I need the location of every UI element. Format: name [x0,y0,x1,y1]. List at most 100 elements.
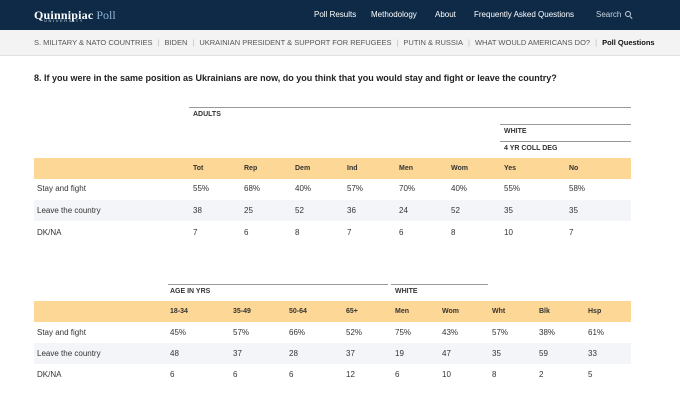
cell: 55% [504,184,521,193]
col-header: Men [399,165,413,172]
col-header: Men [395,308,409,315]
cell: 68% [244,184,261,193]
col-header: Wom [451,165,468,172]
row-label: Leave the country [37,349,101,358]
nav-poll-results[interactable]: Poll Results [314,10,357,19]
cell: 59 [539,349,548,358]
subnav-poll-questions[interactable]: Poll Questions [602,38,655,47]
cell: 52 [295,206,304,215]
cell: 24 [399,206,408,215]
row-label: Leave the country [37,206,101,215]
row-label: Stay and fight [37,184,86,193]
cell: 36 [347,206,356,215]
cell: 7 [193,228,198,237]
row-label: DK/NA [37,370,62,379]
cell: 33 [588,349,597,358]
row-stripe [34,343,631,364]
subnav-putin-russia[interactable]: PUTIN & RUSSIA [403,38,463,47]
col-header: Dem [295,165,311,172]
group-label-age: AGE IN YRS [170,288,211,295]
col-header: Yes [504,165,517,172]
group-rule [168,284,388,285]
cell: 37 [346,349,355,358]
cell: 47 [442,349,451,358]
logo-poll-text: Poll [96,8,116,22]
subnav-biden[interactable]: BIDEN [164,38,188,47]
cell: 40% [295,184,312,193]
cell: 48 [170,349,179,358]
cell: 75% [395,328,412,337]
cell: 12 [346,370,355,379]
col-header: 18-34 [170,308,188,315]
cell: 10 [442,370,451,379]
cell: 52% [346,328,363,337]
group-label-white: WHITE [504,128,527,135]
cell: 43% [442,328,459,337]
top-navigation-bar: Quinnipiac Poll UNIVERSITY Poll Results M… [0,0,680,30]
cell: 61% [588,328,605,337]
cell: 52 [451,206,460,215]
subnav-military-nato[interactable]: S. MILITARY & NATO COUNTRIES [34,38,153,47]
row-stripe [34,200,631,221]
cell: 35 [504,206,513,215]
cell: 7 [347,228,352,237]
search-icon [625,11,632,18]
group-label-adults: ADULTS [193,111,221,118]
group-rule [391,284,488,285]
cell: 66% [289,328,306,337]
cell: 19 [395,349,404,358]
subnav-ukrainian-president[interactable]: UKRAINIAN PRESIDENT & SUPPORT FOR REFUGE… [199,38,392,47]
cell: 5 [588,370,593,379]
col-header: Wom [442,308,459,315]
nav-faq[interactable]: Frequently Asked Questions [474,10,575,19]
cell: 45% [170,328,187,337]
cell: 70% [399,184,416,193]
col-header: Hsp [588,308,602,315]
cell: 57% [492,328,509,337]
cell: 10 [504,228,513,237]
group-label-white: WHITE [395,288,418,295]
cell: 37 [233,349,242,358]
group-rule [500,124,631,125]
col-header: 35-49 [233,308,251,315]
cell: 2 [539,370,544,379]
section-subnav: S. MILITARY & NATO COUNTRIES | BIDEN | UKRAI… [0,30,680,56]
cell: 6 [395,370,400,379]
search-button[interactable]: Search [596,10,632,19]
cell: 35 [492,349,501,358]
row-label: Stay and fight [37,328,86,337]
col-header: No [569,165,579,172]
subnav-what-would-americans-do[interactable]: WHAT WOULD AMERICANS DO? [474,38,591,47]
col-header: 50-64 [289,308,307,315]
cell: 6 [244,228,249,237]
cell: 6 [399,228,404,237]
cell: 35 [569,206,578,215]
cell: 38 [193,206,202,215]
cell: 8 [492,370,497,379]
logo-university-text: UNIVERSITY [44,18,85,23]
cell: 7 [569,228,574,237]
col-header: 65+ [346,308,358,315]
cell: 58% [569,184,586,193]
question-title: 8. If you were in the same position as U… [34,73,557,83]
cell: 8 [451,228,456,237]
col-header: Blk [539,308,550,315]
table-header-row [34,301,631,322]
cell: 55% [193,184,210,193]
cell: 38% [539,328,556,337]
table-header-row [34,158,631,179]
logo-main-text: Quinnipiac [34,8,94,22]
row-label: DK/NA [37,228,62,237]
nav-about[interactable]: About [435,10,456,19]
cell: 25 [244,206,253,215]
nav-methodology[interactable]: Methodology [371,10,417,19]
col-header: Wht [492,308,506,315]
col-header: Ind [347,165,358,172]
cell: 28 [289,349,298,358]
cell: 6 [289,370,294,379]
cell: 8 [295,228,300,237]
group-label-coll-deg: 4 YR COLL DEG [504,145,558,152]
quinnipiac-poll-logo[interactable]: Quinnipiac Poll UNIVERSITY [34,7,116,23]
cell: 6 [233,370,238,379]
group-rule [189,107,631,108]
